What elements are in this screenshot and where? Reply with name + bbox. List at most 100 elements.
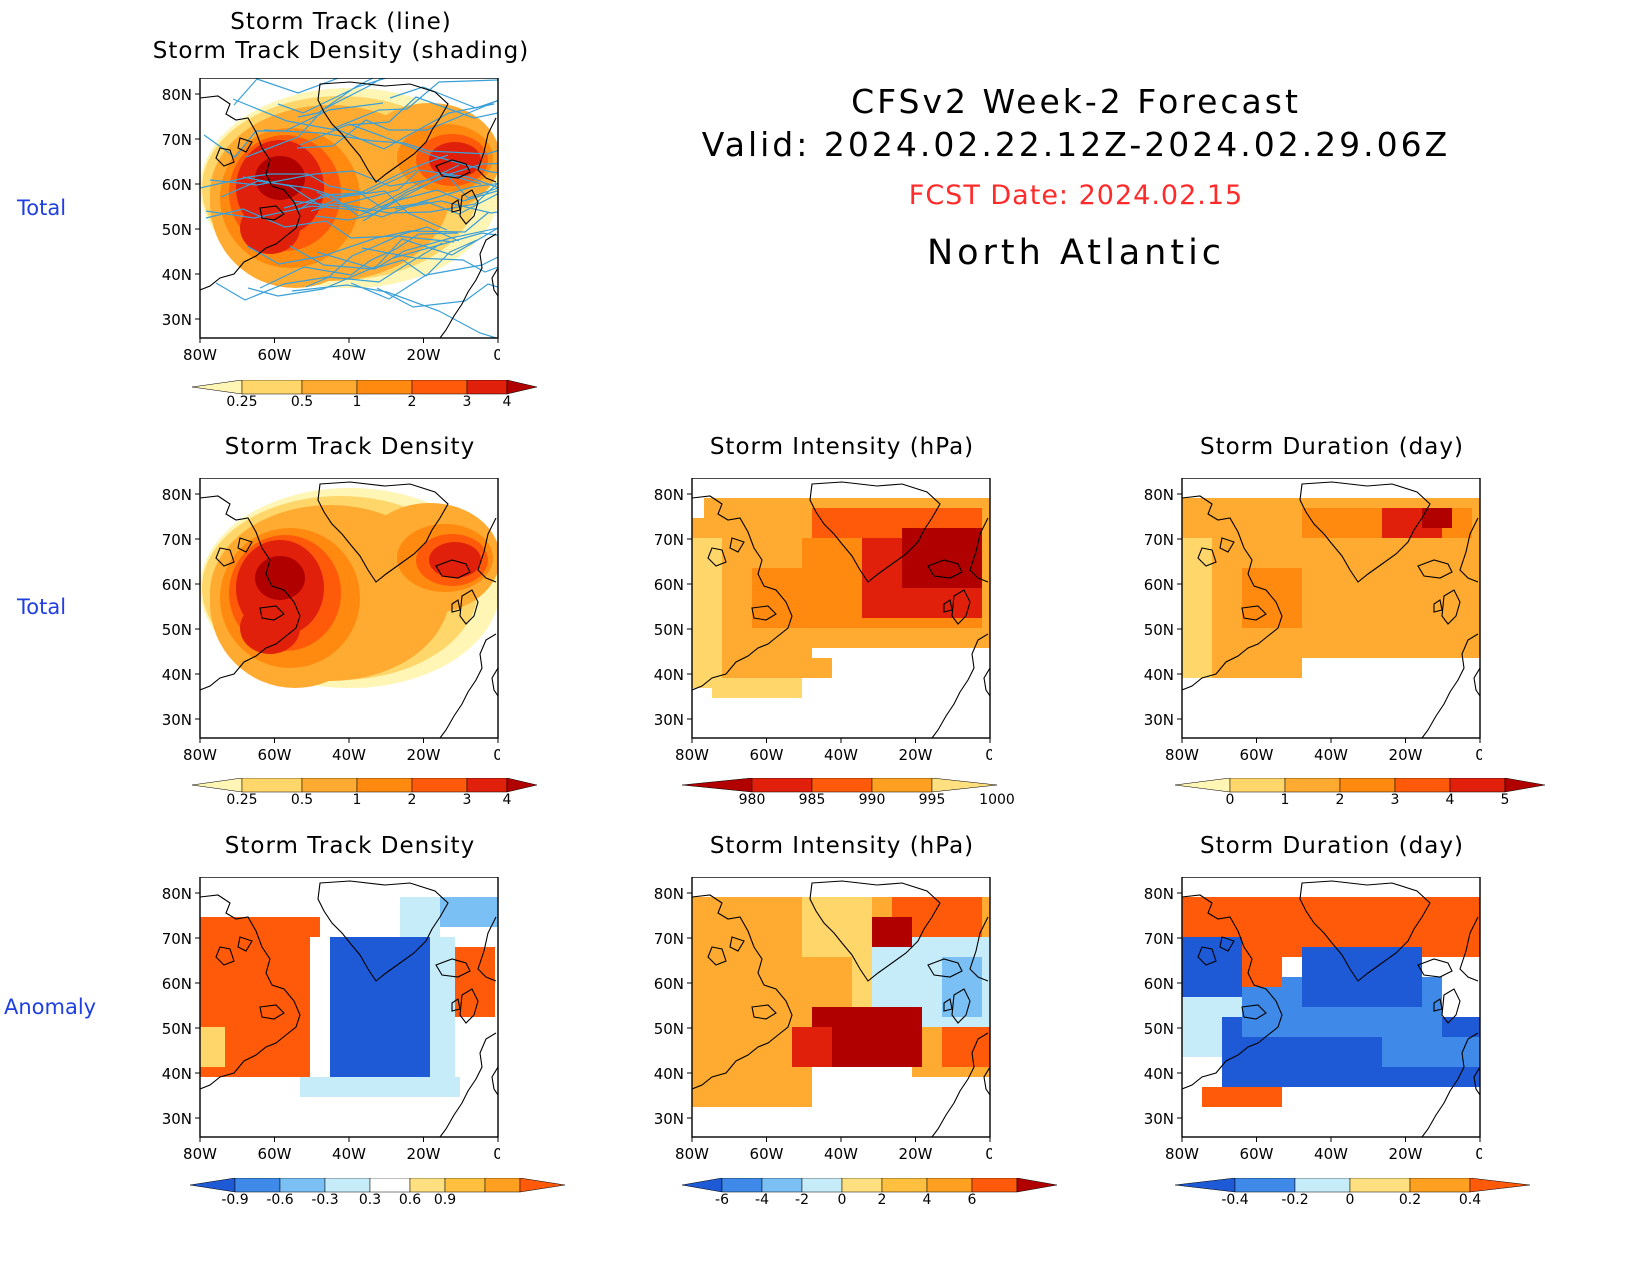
lon-tick-label: 20W <box>1389 746 1423 761</box>
lon-tick-label: 40W <box>824 746 858 761</box>
colorbar-tick-label: 2 <box>408 394 417 408</box>
colorbar-tick-label: 6 <box>968 1192 977 1206</box>
lon-tick-label: 20W <box>407 1145 441 1160</box>
colorbar-tick-label: -0.4 <box>1221 1192 1248 1206</box>
colorbar-tick-label: -0.6 <box>266 1192 293 1206</box>
row-label-anomaly: Anomaly <box>4 995 97 1019</box>
colorbar-tick-label: 0 <box>1346 1192 1355 1206</box>
lat-tick-label: 70N <box>1144 531 1174 549</box>
colorbar-tick-label: 4 <box>923 1192 932 1206</box>
lat-tick-label: 50N <box>654 621 684 639</box>
colorbar-tick-label: 995 <box>919 792 946 806</box>
lon-tick-label: 80W <box>1165 1145 1199 1160</box>
colorbar-tick-label: 0 <box>1226 792 1235 806</box>
lat-tick-label: 60N <box>162 176 192 194</box>
colorbar-tick-label: 4 <box>1446 792 1455 806</box>
lon-tick-label: 20W <box>1389 1145 1423 1160</box>
lon-tick-label: 20W <box>407 346 441 361</box>
colorbar-tick-label: 2 <box>878 1192 887 1206</box>
lon-tick-label: 40W <box>332 346 366 361</box>
colorbar-duration: 0 1 2 3 4 5 <box>1145 777 1575 810</box>
colorbar-tick-label: 0.2 <box>1399 1192 1421 1206</box>
lat-tick-label: 60N <box>654 975 684 993</box>
lon-tick-label: 80W <box>675 1145 709 1160</box>
colorbar-tick-label: 0 <box>838 1192 847 1206</box>
lon-tick-label: 0 <box>1475 746 1482 761</box>
colorbar-tick-label: 0.5 <box>291 792 313 806</box>
lon-tick-label: 0 <box>493 746 500 761</box>
panel6-title: Storm Intensity (hPa) <box>709 833 975 859</box>
map-panel-density-total: 80N 70N 60N 50N 40N 30N 80W 60W 40W 20W 0 <box>160 478 500 761</box>
lon-tick-label: 20W <box>899 1145 933 1160</box>
lat-tick-label: 40N <box>1144 666 1174 684</box>
lat-tick-label: 30N <box>654 711 684 729</box>
lon-tick-label: 60W <box>258 746 292 761</box>
lon-tick-label: 80W <box>183 1145 217 1160</box>
lat-tick-label: 30N <box>162 311 192 329</box>
colorbar-tick-label: 4 <box>503 394 512 408</box>
lat-tick-label: 40N <box>162 1065 192 1083</box>
colorbar-tick-label: 0.25 <box>226 394 257 408</box>
lat-tick-label: 60N <box>162 975 192 993</box>
map-panel-intensity-anomaly: 80N 70N 60N 50N 40N 30N 80W 60W 40W 20W 0 <box>652 877 992 1160</box>
lat-tick-label: 40N <box>1144 1065 1174 1083</box>
lat-tick-label: 70N <box>654 531 684 549</box>
colorbar-tick-label: 0.4 <box>1459 1192 1481 1206</box>
colorbar-tick-label: 3 <box>463 792 472 806</box>
map-panel-intensity-total: 80N 70N 60N 50N 40N 30N 80W 60W 40W 20W 0 <box>652 478 992 761</box>
panel5-title: Storm Track Density <box>224 833 476 859</box>
map-panel-density-anomaly: 80N 70N 60N 50N 40N 30N 80W 60W 40W 20W 0 <box>160 877 500 1160</box>
lat-tick-label: 80N <box>162 86 192 104</box>
row-label-total-1: Total <box>17 196 67 220</box>
lat-tick-label: 80N <box>1144 885 1174 903</box>
lat-tick-label: 70N <box>1144 930 1174 948</box>
panel3-title: Storm Intensity (hPa) <box>709 434 975 460</box>
colorbar-tick-label: 0.3 <box>359 1192 381 1206</box>
lat-tick-label: 70N <box>162 930 192 948</box>
lon-tick-label: 60W <box>258 1145 292 1160</box>
colorbar-tick-label: 1000 <box>979 792 1015 806</box>
colorbar-tick-label: 980 <box>739 792 766 806</box>
colorbar-tick-label: 0.9 <box>434 1192 456 1206</box>
colorbar-tick-label: 0.6 <box>399 1192 421 1206</box>
colorbar-tick-label: 0.5 <box>291 394 313 408</box>
colorbar-intensity: 980 985 990 995 1000 <box>652 777 1027 810</box>
lat-tick-label: 50N <box>1144 621 1174 639</box>
lat-tick-label: 80N <box>1144 486 1174 504</box>
region-name: North Atlantic <box>926 233 1226 273</box>
lat-tick-label: 60N <box>1144 975 1174 993</box>
lon-tick-label: 0 <box>985 746 992 761</box>
colorbar-tick-label: 4 <box>503 792 512 806</box>
row-label-total-2: Total <box>17 595 67 619</box>
lat-tick-label: 70N <box>162 131 192 149</box>
panel2-title: Storm Track Density <box>224 434 476 460</box>
lon-tick-label: 40W <box>1314 1145 1348 1160</box>
lat-tick-label: 50N <box>1144 1020 1174 1038</box>
lat-tick-label: 60N <box>162 576 192 594</box>
colorbar-tick-label: -0.2 <box>1281 1192 1308 1206</box>
lon-tick-label: 0 <box>985 1145 992 1160</box>
colorbar-tick-label: -2 <box>795 1192 809 1206</box>
lat-tick-label: 80N <box>654 486 684 504</box>
lon-tick-label: 60W <box>750 1145 784 1160</box>
lon-tick-label: 60W <box>1240 746 1274 761</box>
lon-tick-label: 40W <box>332 1145 366 1160</box>
panel7-title: Storm Duration (day) <box>1200 833 1464 859</box>
lat-tick-label: 80N <box>654 885 684 903</box>
colorbar-tick-label: 1 <box>353 394 362 408</box>
lat-tick-label: 30N <box>654 1110 684 1128</box>
colorbar-tick-label: 5 <box>1501 792 1510 806</box>
lat-tick-label: 50N <box>162 621 192 639</box>
lon-tick-label: 80W <box>1165 746 1199 761</box>
lon-tick-label: 0 <box>493 1145 500 1160</box>
map-panel-duration-anomaly: 80N 70N 60N 50N 40N 30N 80W 60W 40W 20W 0 <box>1142 877 1482 1160</box>
colorbar-density-anomaly: -0.9 -0.6 -0.3 0.3 0.6 0.9 <box>160 1177 595 1210</box>
forecast-date: FCST Date: 2024.02.15 <box>908 180 1244 211</box>
lon-tick-label: 0 <box>493 346 500 361</box>
lon-tick-label: 40W <box>1314 746 1348 761</box>
lat-tick-label: 50N <box>162 221 192 239</box>
colorbar-density-1: 0.25 0.5 1 2 3 4 <box>162 379 567 412</box>
lon-tick-label: 60W <box>750 746 784 761</box>
lon-tick-label: 80W <box>183 346 217 361</box>
map-panel-storm-track: 80N 70N 60N 50N 40N 30N 80W 60W 40W 20W 0 <box>160 78 500 361</box>
